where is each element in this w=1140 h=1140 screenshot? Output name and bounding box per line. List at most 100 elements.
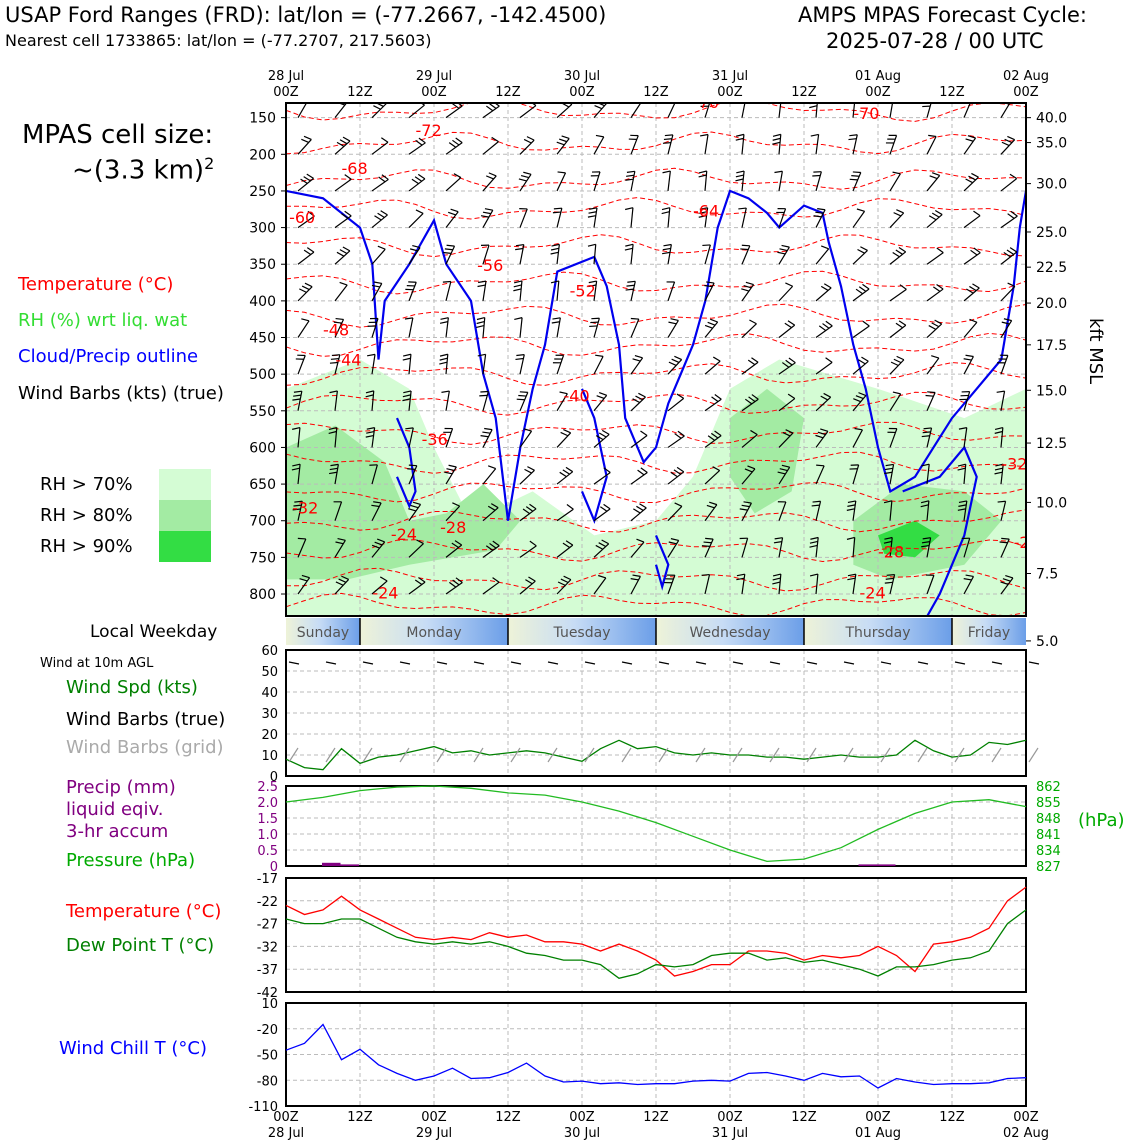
- wind-barb-staff: [889, 135, 898, 155]
- wind-barb-staff: [852, 103, 856, 118]
- wind-barb-staff: [556, 432, 572, 448]
- wind-barb-flag: [884, 536, 893, 540]
- surface-barb-true: [547, 661, 559, 665]
- wind-barb: [846, 536, 856, 558]
- wind-barb-staff: [445, 245, 456, 265]
- isotherm: [286, 131, 1026, 155]
- wind-barb-staff: [519, 580, 536, 595]
- wind-barb-flag: [673, 469, 681, 475]
- wind-barb-staff: [408, 282, 417, 302]
- wind-barb: [813, 208, 826, 228]
- bottom-hour-label: 00Z: [569, 1110, 595, 1125]
- wind-barb-staff: [741, 134, 745, 155]
- wind-barb-flag: [439, 353, 448, 357]
- wind-barb: [997, 500, 1007, 521]
- surface-barb-grid: [658, 747, 669, 763]
- wind-barb-flag: [893, 358, 902, 364]
- wind-barb-staff: [926, 575, 935, 595]
- wind-barb: [439, 353, 449, 375]
- wind-barb-staff: [815, 574, 819, 595]
- wind-barb-flag: [898, 246, 907, 253]
- wind-barb-flag: [705, 537, 714, 540]
- wind-barb-flag: [304, 282, 313, 288]
- weekday-name: Wednesday: [689, 625, 770, 641]
- wind-barb-flag: [515, 357, 524, 361]
- wind-barb-flag: [635, 395, 643, 401]
- wind-barb-flag: [560, 578, 569, 584]
- wind-barb: [371, 538, 386, 558]
- precip-bar: [322, 862, 341, 866]
- wind-barb-flag: [1037, 545, 1045, 547]
- wind-barb: [369, 464, 378, 485]
- wind-barb-staff: [445, 211, 459, 228]
- wind-barb-flag: [407, 468, 416, 470]
- wind-barb-flag: [743, 501, 752, 504]
- wind-barb-flag: [417, 173, 426, 180]
- wind-barb-staff: [741, 245, 751, 265]
- wind-barb-flag: [523, 428, 532, 432]
- wind-barb-flag: [301, 285, 310, 291]
- wind-barb-staff: [556, 471, 574, 485]
- wind-barb-staff: [519, 105, 537, 119]
- legend-wind-barbs-true: Wind Barbs (true): [66, 709, 226, 730]
- wind-barb: [297, 574, 311, 595]
- surface-barb-true: [325, 661, 337, 665]
- panel-tick-label: 10: [261, 997, 278, 1012]
- wind-barb-flag: [750, 429, 758, 436]
- wind-barb: [589, 317, 600, 338]
- wind-barb-flag: [968, 175, 976, 181]
- wind-barb-flag: [453, 173, 462, 179]
- wind-barb-staff: [334, 140, 351, 155]
- wind-barb: [777, 501, 787, 521]
- wind-barb-flag: [744, 468, 753, 473]
- wind-barb-staff: [556, 317, 561, 338]
- wind-barb: [445, 577, 463, 595]
- wind-barb-staff: [926, 427, 933, 448]
- wind-barb-staff: [963, 356, 974, 375]
- wind-barb-flag: [1007, 282, 1016, 288]
- wind-barb-flag: [563, 429, 571, 434]
- wind-barb-staff: [593, 508, 611, 522]
- pressure-tick-label: 200: [249, 147, 276, 163]
- wind-barb-flag: [366, 430, 375, 434]
- wind-barb: [815, 392, 832, 412]
- isotherm-label: -24: [860, 583, 886, 602]
- wind-barb: [556, 540, 574, 558]
- wind-barb: [852, 208, 866, 228]
- wind-barb-flag: [735, 174, 744, 178]
- wind-barb: [408, 539, 424, 558]
- wind-barb-flag: [957, 463, 966, 467]
- wind-barb-flag: [862, 320, 870, 327]
- wind-barb: [593, 134, 605, 155]
- wind-barb-staff: [556, 208, 563, 228]
- wind-barb-flag: [921, 463, 930, 467]
- wind-barb-staff: [963, 576, 975, 595]
- wind-barb: [443, 427, 454, 448]
- wind-barb: [741, 357, 759, 375]
- wind-barb-flag: [862, 283, 870, 290]
- wind-barb-flag: [484, 427, 493, 431]
- precip-bar: [877, 864, 896, 866]
- wind-barb-staff: [482, 429, 493, 448]
- wind-barb-flag: [670, 538, 679, 542]
- wind-barb-flag: [377, 245, 386, 250]
- wind-barb-staff: [741, 502, 752, 522]
- wind-barb-flag: [772, 573, 781, 577]
- wind-barb-staff: [889, 428, 898, 448]
- wind-barb-flag: [291, 467, 300, 471]
- wind-barb: [516, 391, 529, 412]
- wind-barb-staff: [963, 321, 978, 338]
- surface-barb-true: [473, 661, 485, 665]
- wind-barb-staff: [667, 435, 685, 448]
- wind-barb-flag: [418, 577, 426, 583]
- wind-barb-flag: [367, 353, 376, 357]
- wind-barb: [739, 537, 749, 558]
- wind-barb-flag: [482, 431, 491, 434]
- wind-barb-flag: [634, 355, 643, 359]
- wind-barb: [625, 280, 636, 301]
- wind-barb-staff: [630, 507, 647, 522]
- wind-barb-flag: [774, 98, 782, 100]
- wind-barb-flag: [772, 577, 781, 581]
- wind-barb: [480, 244, 490, 265]
- panel-tick-label: -110: [248, 1100, 278, 1115]
